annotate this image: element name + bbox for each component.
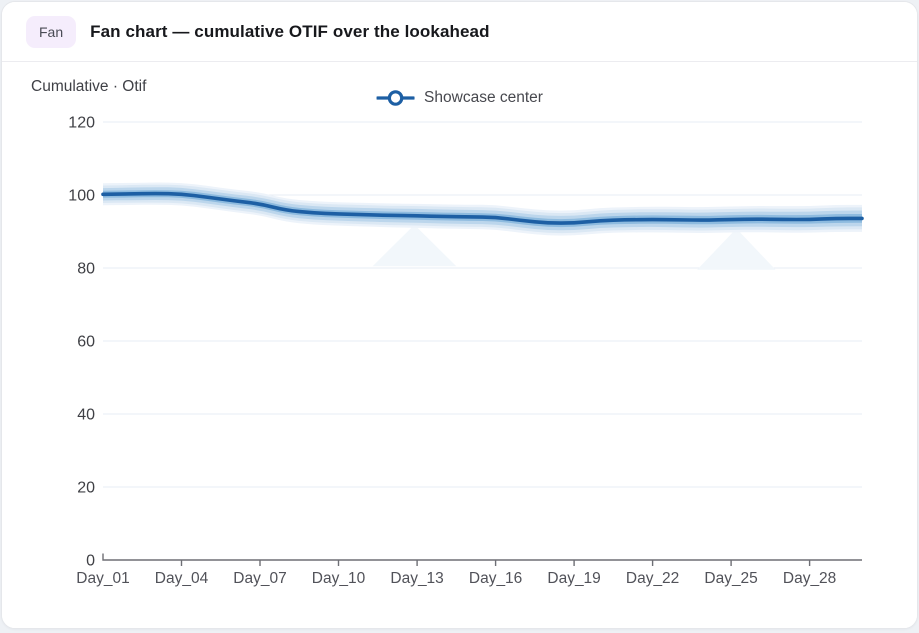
fan-excursions bbox=[372, 224, 776, 270]
svg-text:Day_13: Day_13 bbox=[390, 570, 443, 587]
svg-text:Day_16: Day_16 bbox=[469, 570, 522, 587]
svg-text:60: 60 bbox=[77, 334, 95, 351]
panel-label: Cumulative · Otif bbox=[31, 78, 147, 95]
x-axis bbox=[102, 553, 862, 566]
svg-text:Day_28: Day_28 bbox=[783, 570, 836, 587]
svg-text:40: 40 bbox=[77, 407, 95, 424]
x-tick-labels: Day_01 Day_04 Day_07 Day_10 Day_13 Day_16 Day_… bbox=[76, 570, 836, 587]
svg-text:Day_22: Day_22 bbox=[626, 570, 679, 587]
chart-title: Fan chart — cumulative OTIF over the loo… bbox=[90, 21, 490, 41]
svg-text:Day_25: Day_25 bbox=[704, 570, 757, 587]
svg-text:Day_04: Day_04 bbox=[155, 570, 209, 587]
y-tick-labels: 0 20 40 60 80 100 120 bbox=[68, 115, 95, 570]
card-header: Fan Fan chart — cumulative OTIF over the… bbox=[2, 2, 917, 62]
grid-lines bbox=[103, 121, 862, 488]
fan-bands bbox=[103, 182, 862, 236]
center-line bbox=[101, 191, 864, 225]
svg-text:0: 0 bbox=[86, 553, 95, 570]
svg-text:Day_01: Day_01 bbox=[76, 570, 129, 587]
svg-text:20: 20 bbox=[77, 480, 95, 497]
legend-label: Showcase center bbox=[424, 89, 543, 106]
svg-text:120: 120 bbox=[68, 115, 95, 132]
chart-area: Cumulative · Otif Showcase center 0 20 40 6… bbox=[2, 62, 917, 628]
svg-text:Day_19: Day_19 bbox=[547, 570, 600, 587]
svg-text:80: 80 bbox=[77, 261, 95, 278]
legend-item[interactable]: Showcase center bbox=[376, 89, 543, 107]
svg-text:Day_07: Day_07 bbox=[233, 570, 286, 587]
fan-badge: Fan bbox=[26, 15, 77, 48]
svg-text:100: 100 bbox=[68, 188, 95, 205]
svg-text:Day_10: Day_10 bbox=[312, 570, 366, 587]
legend-marker-icon bbox=[376, 90, 415, 106]
